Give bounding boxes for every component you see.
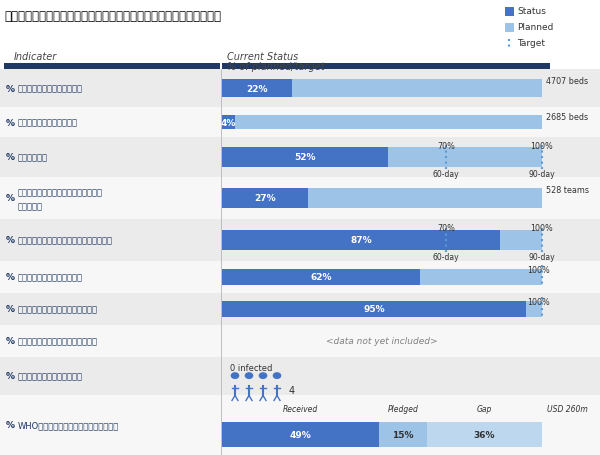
Text: %: % <box>6 372 15 381</box>
Text: 52%: 52% <box>295 153 316 162</box>
Text: 60-day: 60-day <box>433 253 460 262</box>
Bar <box>0 138 600 177</box>
Bar <box>222 230 500 251</box>
Text: 4707 beds: 4707 beds <box>546 77 588 86</box>
Circle shape <box>245 373 253 379</box>
Text: 90-day: 90-day <box>529 253 556 262</box>
Text: 表３．エボラ対策に対する鍵となる達成指標　（予備段階のデータ）: 表３．エボラ対策に対する鍵となる達成指標 （予備段階のデータ） <box>4 10 221 23</box>
Bar <box>222 80 542 98</box>
Bar <box>0 293 600 325</box>
Text: 地域の契約された管理者がいる地区: 地域の契約された管理者がいる地区 <box>18 337 98 346</box>
Circle shape <box>232 373 239 379</box>
Text: Received: Received <box>283 404 318 413</box>
Text: 4%: 4% <box>221 118 236 127</box>
Text: %: % <box>6 305 15 314</box>
Bar <box>222 422 379 447</box>
Text: エボラ治療センターの運用率: エボラ治療センターの運用率 <box>18 84 83 93</box>
Text: 15%: 15% <box>392 430 413 439</box>
Bar <box>0 325 600 357</box>
Text: %: % <box>6 194 15 203</box>
Text: Gap: Gap <box>477 404 492 413</box>
Bar <box>0 262 600 293</box>
Text: 100%: 100% <box>530 142 553 151</box>
Text: %: % <box>6 420 15 430</box>
Text: %: % <box>6 337 15 346</box>
Text: USD 260m: USD 260m <box>547 404 588 413</box>
Bar <box>0 357 600 395</box>
Text: 49%: 49% <box>290 430 311 439</box>
Text: 70%: 70% <box>437 224 455 233</box>
Text: Current Status: Current Status <box>227 52 298 62</box>
Text: 地域医療センターの運用率: 地域医療センターの運用率 <box>18 118 78 127</box>
Text: 95%: 95% <box>363 305 385 314</box>
Text: 70%: 70% <box>437 142 455 151</box>
Bar <box>222 270 542 285</box>
Text: 60-day: 60-day <box>433 169 460 178</box>
Bar <box>505 24 514 33</box>
Bar <box>0 108 600 138</box>
Bar <box>222 270 421 285</box>
Bar <box>4 64 220 70</box>
Bar <box>222 148 388 167</box>
Bar <box>379 422 427 447</box>
Bar <box>0 219 600 262</box>
Text: Target: Target <box>517 40 545 48</box>
Bar <box>505 8 514 17</box>
Bar <box>222 116 235 130</box>
Bar <box>0 395 600 455</box>
Text: 4: 4 <box>289 385 295 395</box>
Text: 訓練を受けた埋葬チームによる埋葬と: 訓練を受けた埋葬チームによる埋葬と <box>18 188 103 197</box>
Text: Indicater: Indicater <box>14 52 57 62</box>
Bar <box>222 302 526 317</box>
Bar <box>222 230 542 251</box>
Text: 22%: 22% <box>247 84 268 93</box>
Text: %: % <box>6 153 15 162</box>
Bar <box>222 116 542 130</box>
Text: 患者の隔離率: 患者の隔離率 <box>18 153 48 162</box>
Text: <data not yet included>: <data not yet included> <box>326 337 438 346</box>
Bar <box>222 302 542 317</box>
Text: %: % <box>6 236 15 245</box>
Text: 27%: 27% <box>254 194 276 203</box>
Bar <box>222 80 292 98</box>
Text: 62%: 62% <box>310 273 332 282</box>
Text: 地方の検査施設の利用可能率: 地方の検査施設の利用可能率 <box>18 273 83 282</box>
Circle shape <box>274 373 281 379</box>
Text: 100%: 100% <box>530 224 553 233</box>
Text: Status: Status <box>517 7 546 16</box>
Bar <box>222 148 542 167</box>
Text: 安全かつ敬意を払ったご遺体への取り扱い: 安全かつ敬意を払ったご遺体への取り扱い <box>18 236 113 245</box>
Bar <box>0 70 600 108</box>
Text: WHOの目標設定に対する財政の受取り率: WHOの目標設定に対する財政の受取り率 <box>18 420 119 430</box>
Text: %: % <box>6 273 15 282</box>
Text: %: % <box>6 118 15 127</box>
Bar <box>0 177 600 219</box>
Text: 36%: 36% <box>473 430 495 439</box>
Text: 100%: 100% <box>527 265 550 274</box>
Text: 0 infected: 0 infected <box>230 364 272 372</box>
Text: 2685 beds: 2685 beds <box>546 113 588 122</box>
Bar <box>222 64 550 70</box>
Bar <box>222 188 542 209</box>
Text: 新規の医療従事者の感染者数: 新規の医療従事者の感染者数 <box>18 372 83 381</box>
Text: 90-day: 90-day <box>529 169 556 178</box>
Bar <box>222 188 308 209</box>
Circle shape <box>259 373 266 379</box>
Text: %: % <box>6 84 15 93</box>
Bar <box>427 422 542 447</box>
Text: 場所の確保: 場所の確保 <box>18 202 43 211</box>
Text: 528 teams: 528 teams <box>546 185 589 194</box>
Text: Pledged: Pledged <box>388 404 418 413</box>
Text: Planned: Planned <box>517 24 553 32</box>
Text: % of planned/target: % of planned/target <box>227 62 325 72</box>
Text: 100%: 100% <box>527 297 550 306</box>
Text: 87%: 87% <box>350 236 372 245</box>
Text: 毎日、連絡が取れる接触者の登録率: 毎日、連絡が取れる接触者の登録率 <box>18 305 98 314</box>
